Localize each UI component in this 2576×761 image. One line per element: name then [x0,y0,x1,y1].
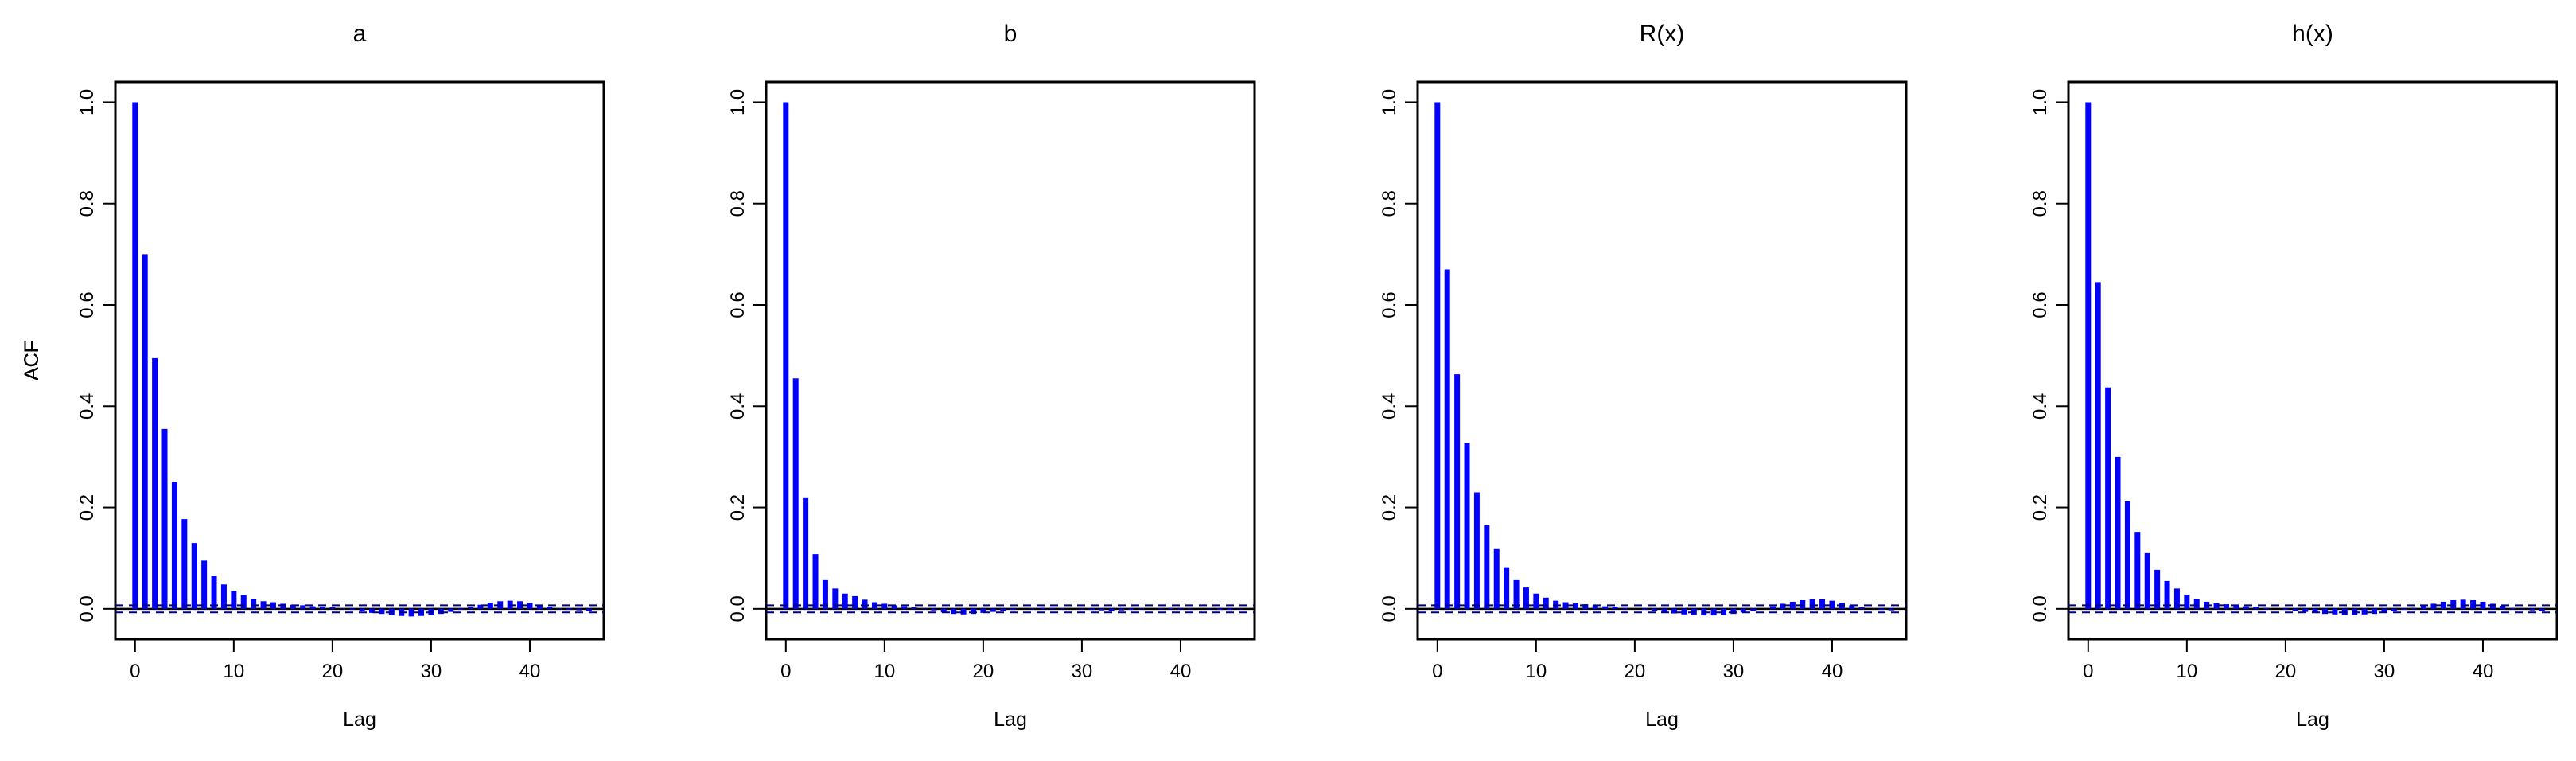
y-tick-label: 0.0 [2029,595,2051,622]
y-tick-label: 0.2 [727,494,749,521]
y-axis-label: ACF [21,341,43,380]
y-tick-label: 0.6 [76,291,98,318]
x-tick-label: 30 [1723,661,1745,682]
y-tick-label: 0.8 [2029,190,2051,217]
x-tick-label: 20 [2275,661,2297,682]
x-tick-label: 40 [519,661,541,682]
y-tick-label: 0.6 [2029,291,2051,318]
plot-frame [1416,80,1908,641]
plot-frame [765,80,1256,641]
panel-title: R(x) [1640,21,1685,47]
y-tick-label: 1.0 [1379,89,1400,115]
x-axis-label: Lag [994,708,1027,731]
x-tick-label: 0 [1432,661,1442,682]
y-tick-label: 0.8 [76,190,98,217]
y-tick-label: 0.2 [2029,494,2051,521]
x-axis-label: Lag [343,708,376,731]
y-tick-label: 0.6 [1379,291,1400,318]
y-tick-label: 1.0 [76,89,98,115]
x-tick-label: 10 [874,661,895,682]
x-tick-label: 30 [1072,661,1093,682]
x-tick-label: 0 [130,661,140,682]
y-tick-label: 0.2 [1379,494,1400,521]
x-tick-label: 10 [1525,661,1547,682]
panel-title: a [353,21,367,47]
y-tick-label: 0.8 [727,190,749,217]
x-tick-label: 40 [2473,661,2494,682]
x-tick-label: 10 [223,661,244,682]
y-axis-label: ACF [21,341,43,380]
x-tick-label: 0 [2083,661,2093,682]
x-tick-label: 20 [973,661,994,682]
y-tick-label: 0.6 [727,291,749,318]
x-tick-label: 0 [780,661,791,682]
y-tick-label: 0.2 [76,494,98,521]
y-axis-label: ACF [21,341,43,380]
plot-frame [2067,80,2558,641]
y-tick-label: 0.4 [727,393,749,420]
acf-panel-3: R(x) 0.0 0.2 0.4 0.6 0.8 1.0 0 10 20 30 40 Lag ACF [21,21,1908,731]
x-tick-label: 40 [1170,661,1192,682]
x-tick-label: 20 [322,661,344,682]
plot-frame [114,80,605,641]
x-axis-label: Lag [2296,708,2329,731]
y-tick-label: 0.0 [727,595,749,622]
y-tick-label: 0.4 [76,393,98,420]
x-tick-label: 10 [2176,661,2197,682]
panel-title: b [1004,21,1018,47]
x-axis-label: Lag [1645,708,1679,731]
y-tick-label: 0.4 [1379,393,1400,420]
x-tick-label: 30 [421,661,442,682]
acf-panel-2: b 0.0 0.2 0.4 0.6 0.8 1.0 0 10 20 30 40 Lag ACF [21,21,1256,731]
x-tick-label: 30 [2374,661,2395,682]
y-tick-label: 0.0 [1379,595,1400,622]
y-tick-label: 0.0 [76,595,98,622]
y-tick-label: 1.0 [727,89,749,115]
y-axis-label: ACF [21,341,43,380]
x-tick-label: 40 [1822,661,1843,682]
acf-panel-1: a 0.0 0.2 0.4 0.6 0.8 1.0 0 10 20 30 40 Lag ACF [21,21,605,731]
y-tick-label: 0.8 [1379,190,1400,217]
y-tick-label: 0.4 [2029,393,2051,420]
x-tick-label: 20 [1625,661,1646,682]
acf-panel-4: h(x) 0.0 0.2 0.4 0.6 0.8 1.0 0 10 20 30 40 Lag ACF [21,21,2558,731]
y-tick-label: 1.0 [2029,89,2051,115]
panel-title: h(x) [2292,21,2333,47]
